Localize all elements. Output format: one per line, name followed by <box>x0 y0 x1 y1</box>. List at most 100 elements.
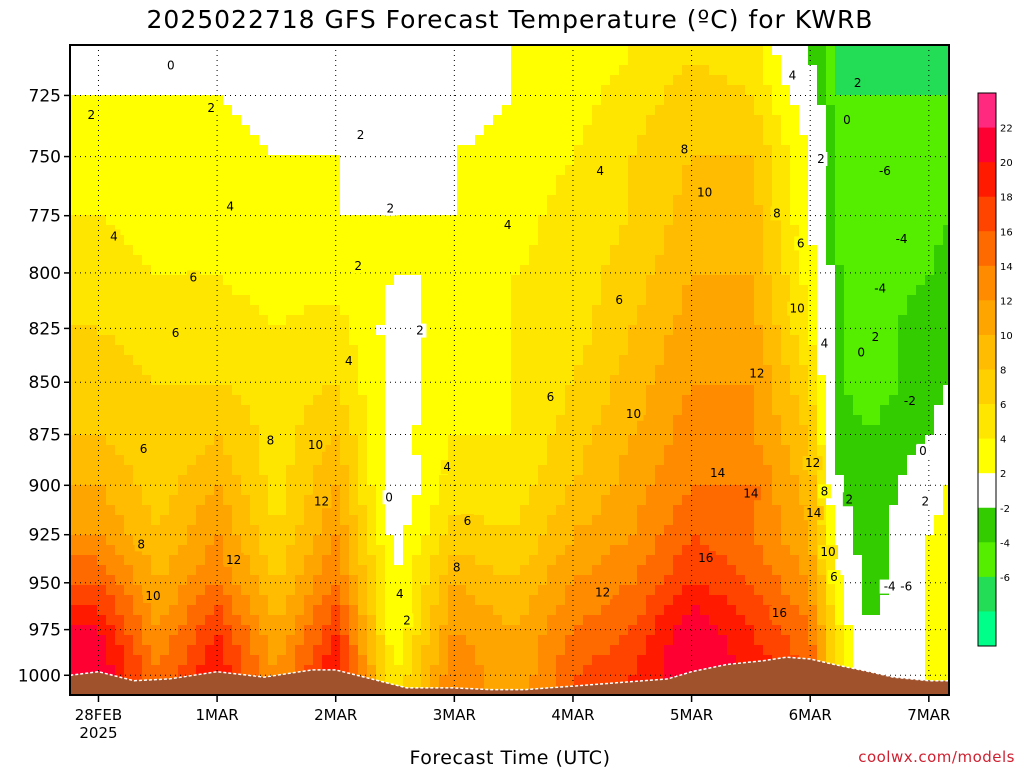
heat-cell <box>88 225 98 236</box>
heat-cell <box>835 295 845 306</box>
heat-cell <box>457 495 467 506</box>
heat-cell <box>556 435 566 446</box>
heat-cell <box>232 95 242 106</box>
heat-cell <box>304 185 314 196</box>
heat-cell <box>916 355 926 366</box>
heat-cell <box>736 115 746 126</box>
heat-cell <box>340 455 350 466</box>
heat-cell <box>259 515 269 526</box>
heat-cell <box>736 215 746 226</box>
heat-cell <box>727 515 737 526</box>
heat-cell <box>790 265 800 276</box>
heat-cell <box>178 345 188 356</box>
heat-cell <box>169 505 179 516</box>
heat-cell <box>259 65 269 76</box>
heat-cell <box>727 465 737 476</box>
heat-cell <box>241 275 251 286</box>
heat-cell <box>385 295 395 306</box>
heat-cell <box>313 155 323 166</box>
heat-cell <box>799 225 809 236</box>
heat-cell <box>610 395 620 406</box>
heat-cell <box>538 105 548 116</box>
heat-cell <box>151 205 161 216</box>
heat-cell <box>619 125 629 136</box>
heat-cell <box>889 115 899 126</box>
heat-cell <box>277 415 287 426</box>
heat-cell <box>646 205 656 216</box>
heat-cell <box>817 495 827 506</box>
heat-cell <box>160 405 170 416</box>
heat-cell <box>223 135 233 146</box>
heat-cell <box>934 175 944 186</box>
heat-cell <box>529 185 539 196</box>
heat-cell <box>772 345 782 356</box>
heat-cell <box>106 115 116 126</box>
heat-cell <box>718 255 728 266</box>
heat-cell <box>862 465 872 476</box>
heat-cell <box>322 345 332 356</box>
heat-cell <box>466 525 476 536</box>
heat-cell <box>727 85 737 96</box>
heat-cell <box>862 375 872 386</box>
heat-cell <box>349 405 359 416</box>
heat-cell <box>664 75 674 86</box>
heat-cell <box>349 145 359 156</box>
heat-cell <box>790 355 800 366</box>
heat-cell <box>313 65 323 76</box>
heat-cell <box>439 425 449 436</box>
heat-cell <box>727 235 737 246</box>
heat-cell <box>475 95 485 106</box>
heat-cell <box>817 205 827 216</box>
heat-cell <box>574 75 584 86</box>
heat-cell <box>322 445 332 456</box>
heat-cell <box>781 55 791 66</box>
heat-cell <box>763 125 773 136</box>
heat-cell <box>448 75 458 86</box>
heat-cell <box>907 45 917 56</box>
heat-cell <box>781 165 791 176</box>
heat-cell <box>295 515 305 526</box>
heat-cell <box>151 405 161 416</box>
heat-cell <box>493 275 503 286</box>
heat-cell <box>826 435 836 446</box>
heat-cell <box>187 115 197 126</box>
heat-cell <box>520 365 530 376</box>
heat-cell <box>664 45 674 56</box>
heat-cell <box>376 265 386 276</box>
heat-cell <box>412 355 422 366</box>
heat-cell <box>763 155 773 166</box>
heat-cell <box>781 115 791 126</box>
heat-cell <box>574 235 584 246</box>
heat-cell <box>862 365 872 376</box>
heat-cell <box>475 375 485 386</box>
heat-cell <box>403 65 413 76</box>
heat-cell <box>718 475 728 486</box>
heat-cell <box>700 155 710 166</box>
heat-cell <box>214 395 224 406</box>
heat-cell <box>601 525 611 536</box>
heat-cell <box>223 355 233 366</box>
heat-cell <box>403 245 413 256</box>
heat-cell <box>871 265 881 276</box>
heat-cell <box>70 105 80 116</box>
heat-cell <box>538 45 548 56</box>
heat-cell <box>232 395 242 406</box>
heat-cell <box>241 285 251 296</box>
heat-cell <box>943 465 949 476</box>
heat-cell <box>754 285 764 296</box>
heat-cell <box>763 185 773 196</box>
heat-cell <box>718 135 728 146</box>
heat-cell <box>934 165 944 176</box>
heat-cell <box>655 445 665 456</box>
heat-cell <box>871 455 881 466</box>
heat-cell <box>232 65 242 76</box>
heat-cell <box>340 465 350 476</box>
heat-cell <box>466 465 476 476</box>
heat-cell <box>250 305 260 316</box>
heat-cell <box>268 275 278 286</box>
heat-cell <box>169 515 179 526</box>
heat-cell <box>151 365 161 376</box>
heat-cell <box>151 105 161 116</box>
heat-cell <box>898 315 908 326</box>
heat-cell <box>754 265 764 276</box>
